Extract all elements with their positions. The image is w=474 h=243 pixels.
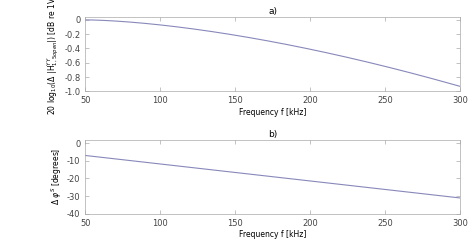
- X-axis label: Frequency f [kHz]: Frequency f [kHz]: [239, 230, 306, 240]
- Y-axis label: 20 log$_{10}$($\Delta$ |H$^{YY}_{1,5open}$|) [dB re 1V]: 20 log$_{10}$($\Delta$ |H$^{YY}_{1,5open…: [46, 0, 62, 115]
- Title: b): b): [268, 130, 277, 139]
- Y-axis label: $\Delta$ $\varphi^S$ [degrees]: $\Delta$ $\varphi^S$ [degrees]: [50, 148, 64, 205]
- Title: a): a): [268, 7, 277, 16]
- X-axis label: Frequency f [kHz]: Frequency f [kHz]: [239, 108, 306, 117]
